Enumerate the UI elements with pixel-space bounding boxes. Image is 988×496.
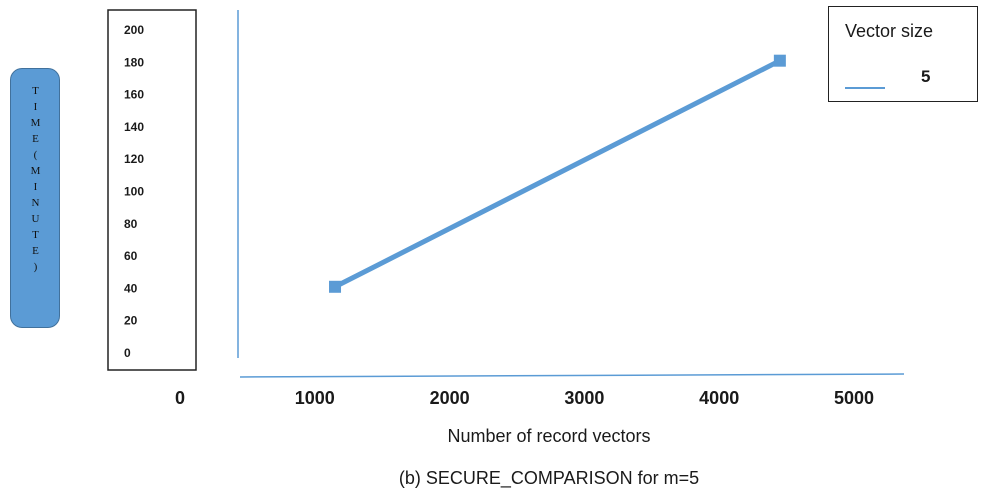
figure-caption: (b) SECURE_COMPARISON for m=5: [398, 468, 700, 488]
x-axis-label: Number of record vectors: [447, 426, 651, 446]
y-tick-label: 160: [124, 88, 144, 102]
y-axis-label-badge: T I M E(M I N U T E): [10, 68, 60, 328]
x-tick-label: 1000: [295, 388, 335, 408]
legend-line-swatch: [845, 87, 885, 89]
y-tick-label: 100: [124, 185, 144, 199]
x-tick-label: 5000: [834, 388, 874, 408]
y-tick-label: 40: [124, 281, 138, 295]
data-point-marker: [329, 280, 342, 293]
x-tick-label: 0: [175, 388, 185, 408]
y-tick-label: 0: [124, 346, 131, 360]
legend: Vector size 5: [828, 6, 978, 102]
x-tick-label: 4000: [699, 388, 739, 408]
y-tick-label: 120: [124, 152, 144, 166]
y-axis-label: T I M E(M I N U T E): [30, 85, 42, 273]
y-tick-label: 60: [124, 249, 138, 263]
y-tick-label: 140: [124, 120, 144, 134]
y-tick-panel: [107, 9, 197, 371]
y-tick-label: 180: [124, 55, 144, 69]
data-point-marker: [773, 54, 786, 67]
x-axis-line: [239, 373, 905, 378]
legend-title: Vector size: [845, 21, 934, 41]
y-tick-label: 20: [124, 314, 138, 328]
legend-series-label: 5: [921, 67, 931, 86]
x-tick-label: 2000: [430, 388, 470, 408]
x-tick-label: 3000: [564, 388, 604, 408]
series-line: [332, 58, 783, 290]
y-tick-label: 80: [124, 217, 138, 231]
y-tick-label: 200: [124, 23, 144, 37]
